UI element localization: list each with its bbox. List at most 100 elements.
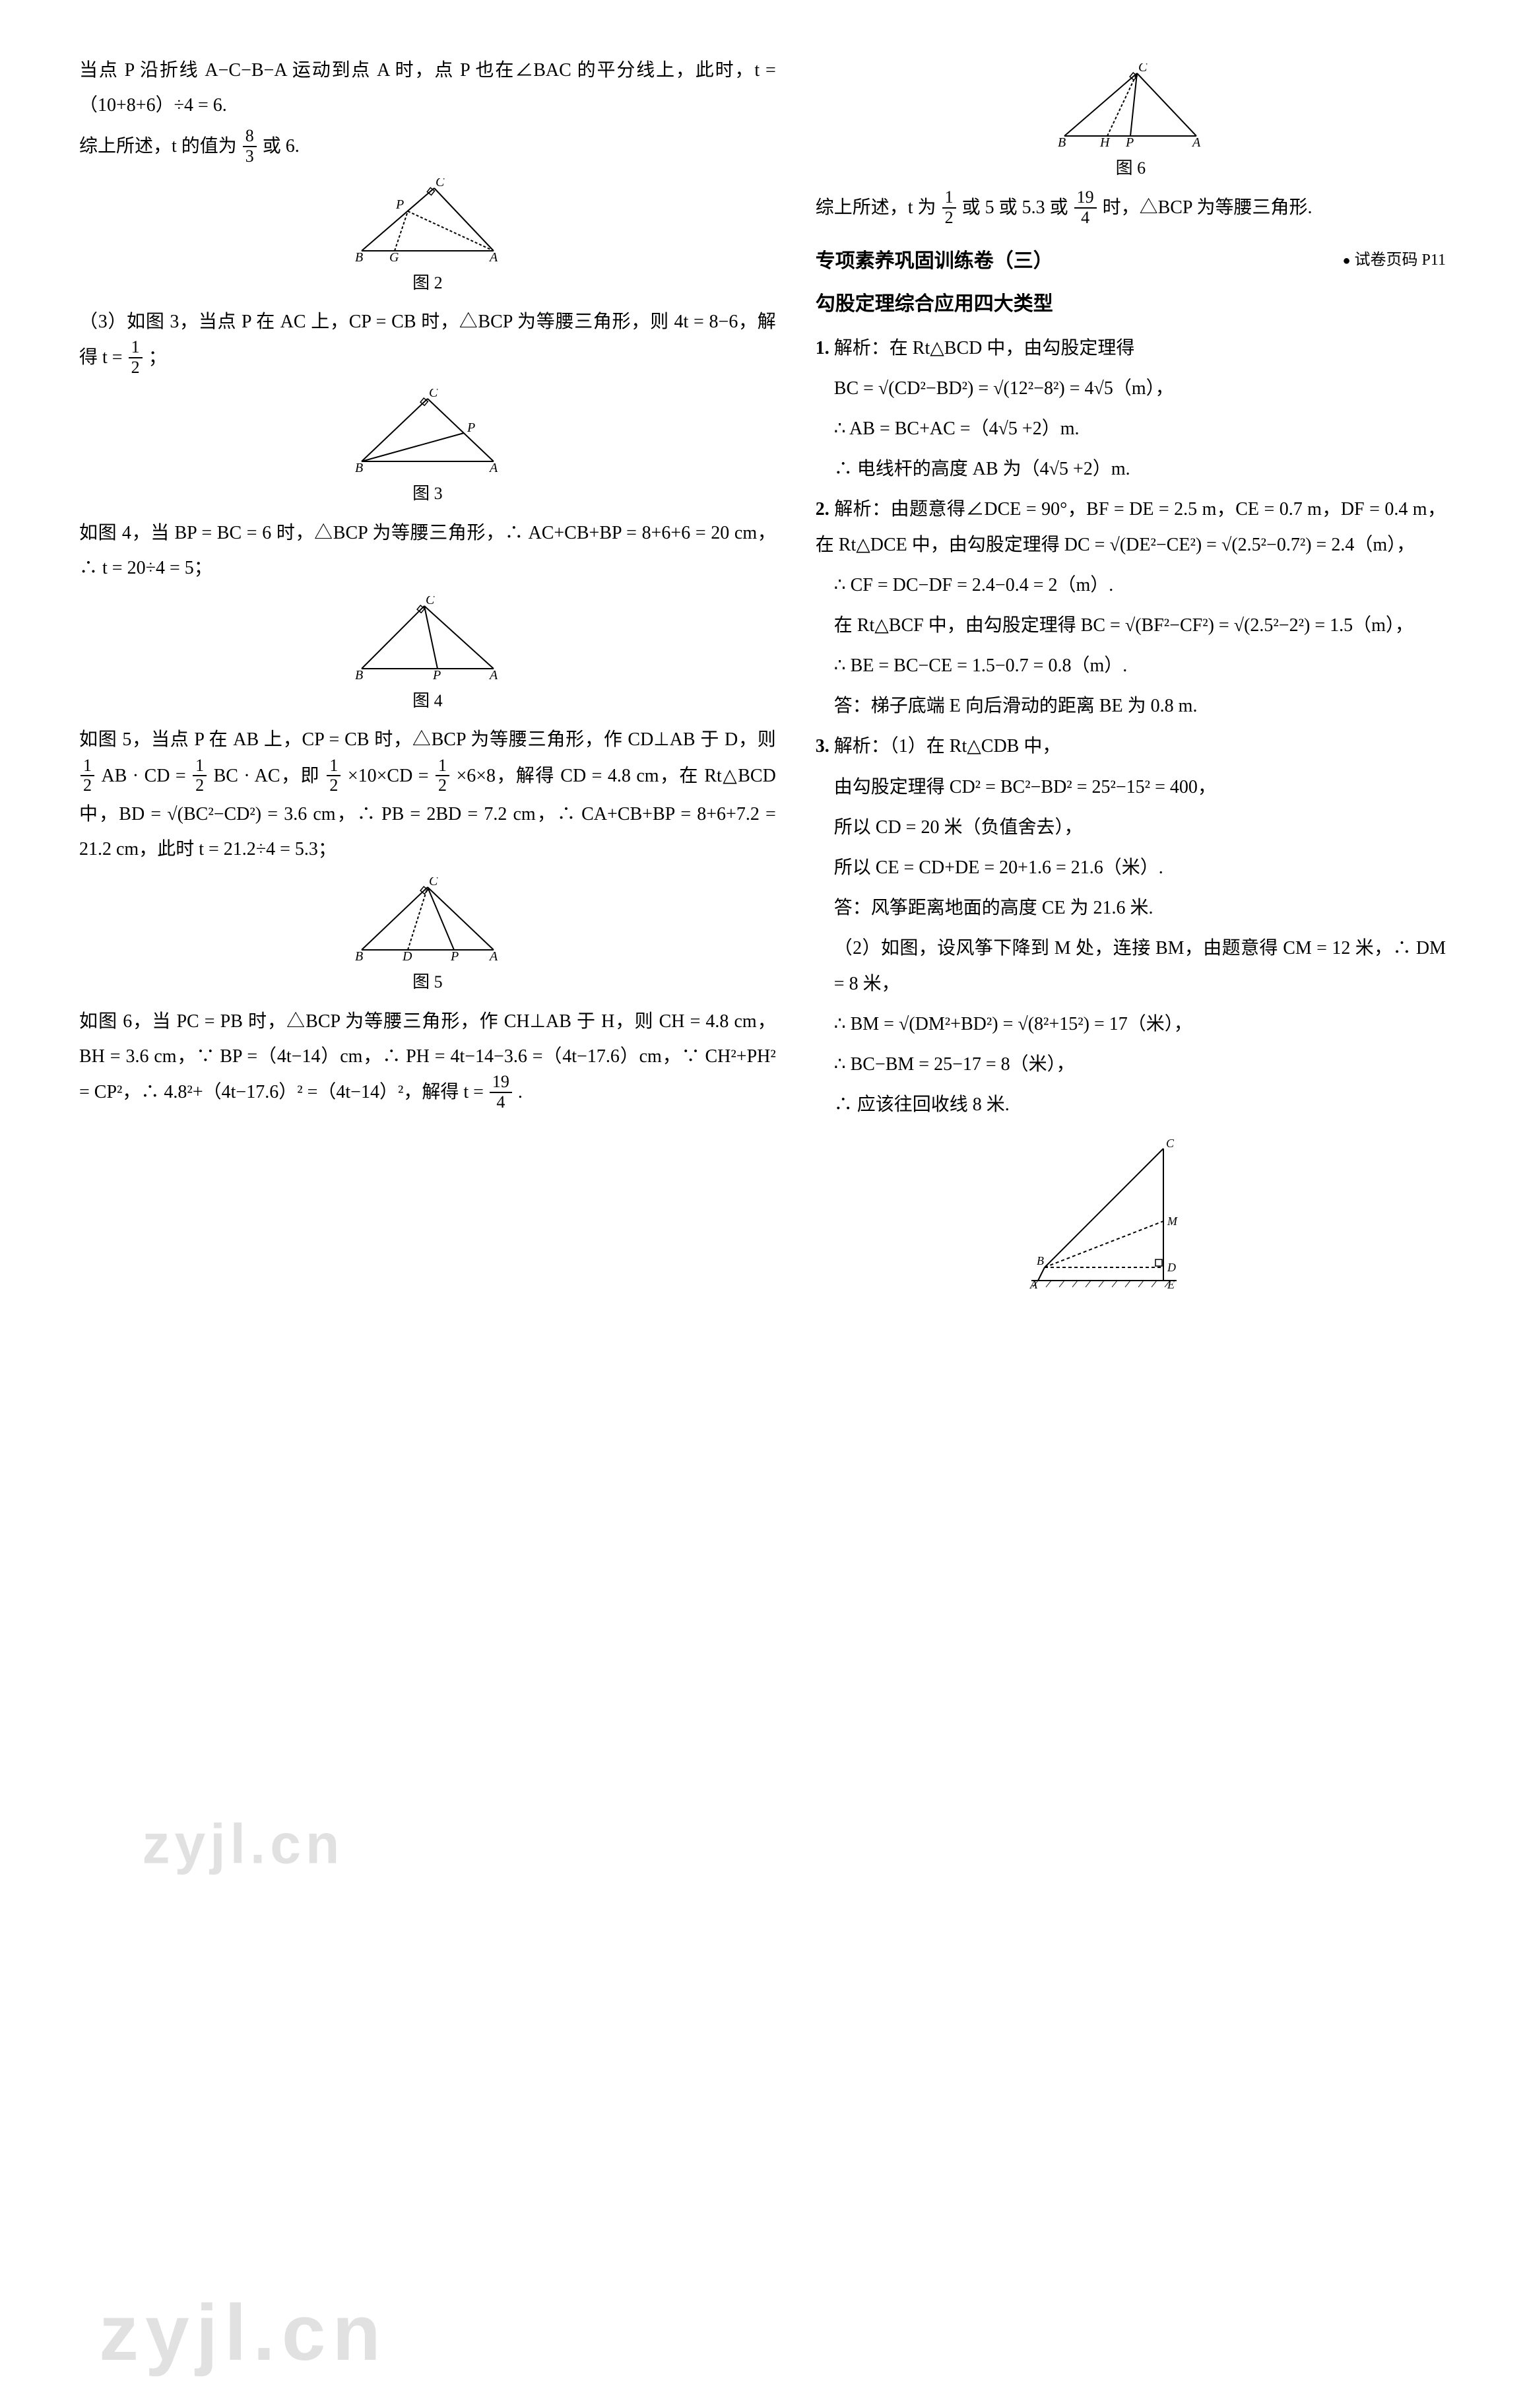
watermark: zyjl.cn: [99, 2258, 387, 2408]
figure-label: 图 2: [79, 267, 776, 299]
denominator: 4: [490, 1093, 512, 1112]
svg-text:C: C: [429, 877, 438, 888]
text: 解析：在 Rt△BCD 中，由勾股定理得: [834, 338, 1135, 358]
text: 或 5 或 5.3 或: [962, 197, 1068, 218]
text: ×10×CD =: [348, 766, 429, 786]
text: 如图 5，当点 P 在 AB 上，CP = CB 时，△BCP 为等腰三角形，作…: [79, 729, 776, 750]
paragraph: ∴ AB = BC+AC =（4√5 +2）m.: [816, 411, 1446, 446]
figure-label: 图 5: [79, 966, 776, 998]
fraction: 1 2: [327, 756, 341, 795]
question-number: 3.: [816, 736, 829, 756]
paragraph: （2）如图，设风筝下降到 M 处，连接 BM，由题意得 CM = 12 米，∴ …: [816, 931, 1446, 1001]
svg-text:B: B: [1037, 1254, 1044, 1267]
question-number: 1.: [816, 338, 829, 358]
paragraph: 如图 5，当点 P 在 AB 上，CP = CB 时，△BCP 为等腰三角形，作…: [79, 722, 776, 867]
svg-text:P: P: [1125, 135, 1134, 149]
fraction: 8 3: [243, 127, 257, 166]
svg-text:B: B: [1058, 135, 1066, 149]
numerator: 1: [129, 338, 143, 358]
figure-4: B P A C 图 4: [79, 596, 776, 717]
text: BC · AC，即: [214, 766, 320, 786]
paragraph: 由勾股定理得 CD² = BC²−BD² = 25²−15² = 400，: [816, 770, 1446, 805]
fraction: 1 2: [81, 756, 94, 795]
right-column: B H P A C 图 6 综上所述，t 为 1 2 或 5 或 5.3 或 1…: [816, 53, 1446, 1299]
question-number: 2.: [816, 499, 829, 519]
svg-text:M: M: [1167, 1215, 1178, 1228]
section-heading: 专项素养巩固训练卷（三） 试卷页码 P11: [816, 242, 1446, 280]
figure-label: 图 6: [816, 152, 1446, 184]
svg-text:C: C: [429, 389, 438, 400]
paragraph: BC = √(CD²−BD²) = √(12²−8²) = 4√5（m），: [816, 371, 1446, 406]
numerator: 1: [436, 756, 449, 777]
paragraph: 所以 CE = CD+DE = 20+1.6 = 21.6（米）.: [816, 850, 1446, 885]
fraction: 19 4: [1074, 188, 1097, 227]
page-content: 当点 P 沿折线 A−C−B−A 运动到点 A 时，点 P 也在∠BAC 的平分…: [79, 53, 1446, 1299]
text: ；: [148, 347, 167, 368]
svg-text:A: A: [488, 461, 498, 475]
triangle-diagram: B A C P: [348, 389, 507, 475]
text: AB · CD =: [101, 766, 185, 786]
paragraph: ∴ 电线杆的高度 AB 为（4√5 +2）m.: [816, 452, 1446, 486]
text: 解析：（1）在 Rt△CDB 中，: [834, 736, 1061, 756]
paragraph: ∴ CF = DC−DF = 2.4−0.4 = 2（m）.: [816, 568, 1446, 603]
section-title-text: 专项素养巩固训练卷（三）: [816, 242, 1053, 280]
denominator: 3: [243, 147, 257, 166]
denominator: 2: [193, 776, 207, 795]
svg-text:A: A: [1029, 1278, 1038, 1291]
fraction: 1 2: [942, 188, 956, 227]
paragraph: 所以 CD = 20 米（负值舍去），: [816, 810, 1446, 845]
fraction: 1 2: [436, 756, 449, 795]
paragraph: 如图 6，当 PC = PB 时，△BCP 为等腰三角形，作 CH⊥AB 于 H…: [79, 1004, 776, 1114]
text: 综上所述，t 为: [816, 197, 936, 218]
paragraph: 当点 P 沿折线 A−C−B−A 运动到点 A 时，点 P 也在∠BAC 的平分…: [79, 53, 776, 123]
denominator: 4: [1074, 209, 1097, 228]
svg-text:B: B: [355, 668, 363, 682]
paragraph: 综上所述，t 的值为 8 3 或 6.: [79, 128, 776, 167]
svg-text:P: P: [450, 949, 459, 963]
denominator: 2: [436, 776, 449, 795]
svg-text:C: C: [1138, 63, 1148, 75]
text: （3）如图 3，当点 P 在 AC 上，CP = CB 时，△BCP 为等腰三角…: [79, 312, 776, 368]
svg-text:G: G: [389, 250, 399, 264]
paragraph: ∴ 应该往回收线 8 米.: [816, 1087, 1446, 1122]
svg-text:A: A: [1191, 135, 1201, 149]
numerator: 1: [193, 756, 207, 777]
figure-6: B H P A C 图 6: [816, 63, 1446, 184]
svg-text:E: E: [1167, 1278, 1175, 1291]
numerator: 19: [1074, 188, 1097, 209]
text: 时，△BCP 为等腰三角形.: [1103, 197, 1313, 218]
svg-text:D: D: [402, 949, 412, 963]
fraction: 1 2: [129, 338, 143, 377]
question-1: 1. 解析：在 Rt△BCD 中，由勾股定理得: [816, 331, 1446, 366]
paragraph: 综上所述，t 为 1 2 或 5 或 5.3 或 19 4 时，△BCP 为等腰…: [816, 189, 1446, 228]
svg-text:B: B: [355, 461, 363, 475]
text: 解析：由题意得∠DCE = 90°，BF = DE = 2.5 m，CE = 0…: [816, 499, 1446, 554]
paragraph: （3）如图 3，当点 P 在 AC 上，CP = CB 时，△BCP 为等腰三角…: [79, 304, 776, 378]
paragraph: 在 Rt△BCF 中，由勾股定理得 BC = √(BF²−CF²) = √(2.…: [816, 608, 1446, 643]
svg-text:D: D: [1167, 1261, 1176, 1274]
svg-text:H: H: [1099, 135, 1111, 149]
question-2: 2. 解析：由题意得∠DCE = 90°，BF = DE = 2.5 m，CE …: [816, 492, 1446, 562]
figure-label: 图 3: [79, 477, 776, 510]
triangle-diagram: B H P A C: [1051, 63, 1210, 149]
numerator: 1: [942, 188, 956, 209]
denominator: 2: [81, 776, 94, 795]
paragraph: ∴ BC−BM = 25−17 = 8（米），: [816, 1047, 1446, 1082]
text: .: [518, 1082, 523, 1102]
figure-q3: A B D E C M: [816, 1135, 1446, 1294]
paragraph: 答：梯子底端 E 向后滑动的距离 BE 为 0.8 m.: [816, 688, 1446, 723]
watermark: zyjl.cn: [143, 1791, 344, 1897]
numerator: 19: [490, 1073, 512, 1093]
paragraph: 如图 4，当 BP = BC = 6 时，△BCP 为等腰三角形，∴ AC+CB…: [79, 516, 776, 585]
figure-label: 图 4: [79, 685, 776, 717]
paragraph: 答：风筝距离地面的高度 CE 为 21.6 米.: [816, 890, 1446, 925]
svg-text:C: C: [436, 178, 445, 189]
text: 如图 6，当 PC = PB 时，△BCP 为等腰三角形，作 CH⊥AB 于 H…: [79, 1011, 776, 1102]
paragraph: ∴ BM = √(DM²+BD²) = √(8²+15²) = 17（米），: [816, 1007, 1446, 1042]
svg-text:C: C: [426, 596, 435, 607]
svg-text:P: P: [395, 197, 404, 212]
svg-text:B: B: [355, 949, 363, 963]
svg-text:A: A: [488, 668, 498, 682]
fraction: 19 4: [490, 1073, 512, 1112]
denominator: 2: [129, 358, 143, 378]
